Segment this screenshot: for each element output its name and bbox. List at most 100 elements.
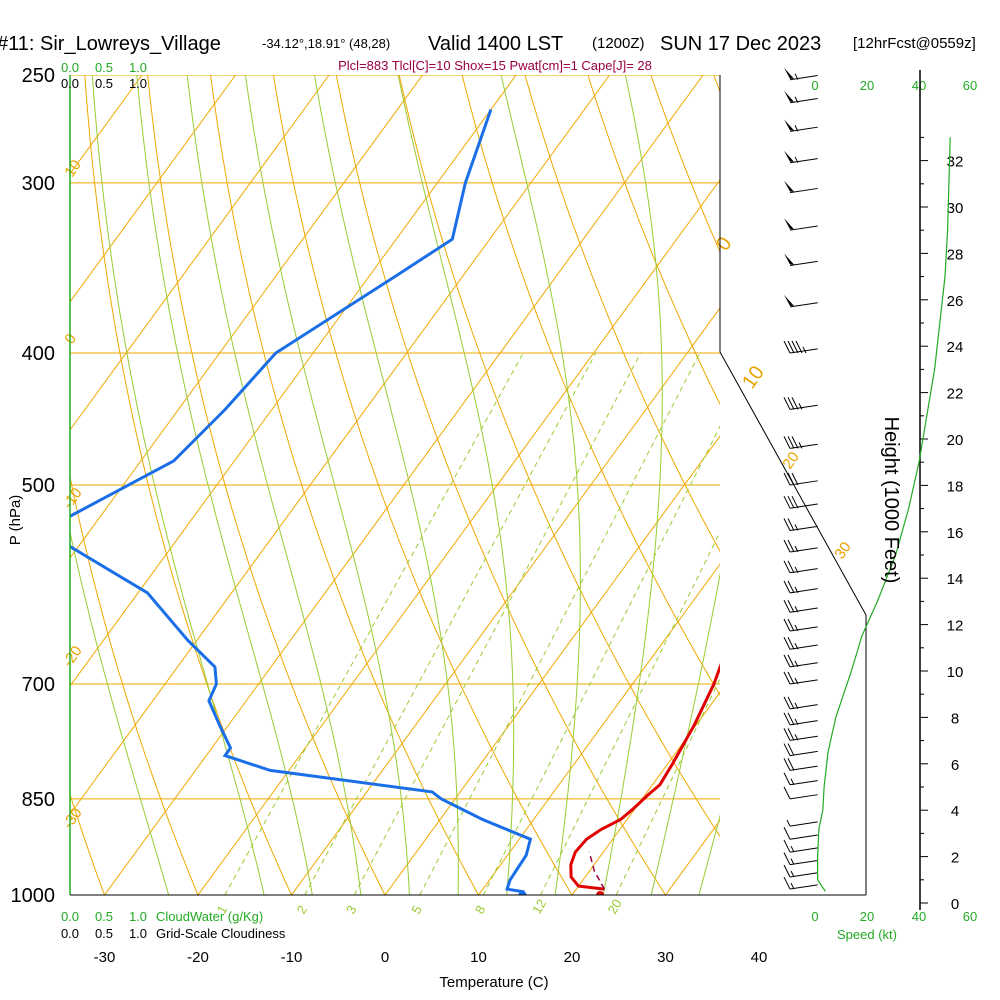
wind-barb-feather: [783, 618, 791, 632]
wind-barb-feather: [787, 743, 795, 756]
cloudwater-top-tick: 1.0: [129, 60, 147, 75]
temperature-tick-label: 20: [564, 949, 581, 966]
wind-barb-half: [798, 442, 803, 449]
mixing-ratio-line: [540, 531, 720, 895]
wind-barb: [783, 472, 818, 486]
wind-barb-feather: [791, 397, 799, 410]
wind-barb-feather: [783, 495, 791, 509]
cloudwater-bottom-tick: 0.0: [61, 909, 79, 924]
wind-barb-staff: [789, 859, 818, 866]
temperature-tick-label: -20: [187, 949, 209, 966]
mixing-ratio-label: 8: [472, 903, 489, 917]
dry-adiabat: [398, 75, 720, 838]
height-tick-label: 32: [947, 154, 964, 171]
mixing-ratio-line: [353, 352, 642, 895]
wind-barb: [783, 397, 818, 410]
wind-barb-half: [794, 702, 799, 710]
wind-barb-feather: [787, 654, 795, 668]
wind-barb-half: [790, 870, 795, 878]
cloudwater-top-tick: 0.5: [95, 60, 113, 75]
wind-barb-feather: [795, 340, 803, 354]
wind-barb-staff: [789, 98, 818, 104]
wind-barb-feather: [783, 758, 791, 771]
dry-adiabat: [147, 75, 386, 895]
wind-barb-half: [794, 125, 799, 132]
wind-barb-pennant: [784, 150, 794, 162]
wind-speed-profile: [816, 137, 951, 892]
speed-top-tick: 20: [860, 78, 874, 93]
cloudiness-bottom-tick: 0.0: [61, 926, 79, 941]
isotherm-line: [291, 307, 720, 895]
grid-clip: [70, 75, 1000, 895]
wind-barb: [783, 864, 818, 878]
moist-adiabat: [650, 572, 720, 895]
isotherm-line: [759, 75, 1000, 895]
isotherm-line: [384, 435, 720, 895]
wind-barb-feather: [787, 472, 795, 486]
wind-barb-feather: [787, 340, 795, 354]
isotherm-line: [478, 563, 720, 895]
wind-barb: [783, 636, 818, 650]
wind-barb-half: [802, 346, 807, 354]
speed-top-tick: 40: [912, 78, 926, 93]
dry-adiabat: [461, 75, 720, 696]
wind-barb-feather: [787, 539, 795, 553]
wind-barb-feather: [783, 712, 791, 726]
wind-barb-staff: [789, 348, 818, 354]
wind-barb-feather: [791, 436, 799, 449]
cloudiness-top-tick: 0.0: [61, 76, 79, 91]
moist-adiabat: [70, 529, 170, 895]
wind-barb-staff: [789, 794, 818, 800]
cloud-envelope-line: [719, 351, 867, 895]
wind-barb: [783, 560, 818, 574]
wind-barb-feather: [783, 786, 791, 800]
speed-title: Speed (kt): [837, 927, 897, 942]
moist-adiabat: [313, 75, 459, 895]
wind-barb-staff: [789, 884, 818, 890]
cloudiness-bottom-tick: 1.0: [129, 926, 147, 941]
wind-barb-feather: [783, 636, 791, 650]
wind-barb: [783, 618, 818, 632]
surface-dewpoint-dot: [518, 891, 527, 895]
wind-barb-half: [786, 819, 791, 827]
speed-bottom-tick: 20: [860, 909, 874, 924]
speed-top-tick: 60: [963, 78, 977, 93]
moist-adiabat: [186, 75, 362, 895]
wind-barb-half: [794, 545, 799, 553]
cloudwater-bottom-tick: 0.5: [95, 909, 113, 924]
mixing-ratio-line: [615, 677, 720, 895]
wind-barb-half: [794, 156, 799, 164]
wind-barb: [784, 218, 818, 231]
dry-adiabat: [84, 75, 293, 895]
wind-barb: [783, 712, 818, 726]
sounding-indices: Plcl=883 Tlcl[C]=10 Shox=15 Pwat[cm]=1 C…: [338, 58, 652, 73]
height-tick-label: 20: [947, 432, 964, 449]
wind-barb-half: [790, 778, 795, 786]
wind-barb-feather: [783, 580, 791, 594]
zulu-time: (1200Z): [592, 35, 645, 52]
isotherm-label: 10: [738, 362, 769, 393]
height-tick-label: 16: [947, 525, 964, 542]
height-panel: 0020204040606002468101214161820222426283…: [811, 70, 977, 924]
wind-barb-staff: [789, 834, 818, 840]
wind-barb-feather: [783, 472, 791, 486]
wind-barb-half: [790, 858, 795, 865]
wind-barb-feather: [783, 839, 791, 853]
wind-barb-half: [794, 677, 799, 685]
height-axis-title: Height (1000 Feet): [880, 417, 902, 584]
wind-barb-feather: [783, 560, 791, 574]
wind-barb-half: [798, 403, 803, 410]
wind-barb-staff: [789, 404, 818, 410]
wind-barb-feather: [783, 864, 791, 878]
wind-barb-feather: [787, 636, 795, 650]
wind-barb-feather: [791, 495, 799, 509]
wind-barb-half: [794, 586, 799, 594]
wind-barb-staff: [789, 547, 818, 553]
wind-barb-half: [794, 624, 799, 632]
cloudwater-bottom-tick: 1.0: [129, 909, 147, 924]
wind-barb-staff: [789, 607, 818, 613]
wind-barb: [784, 253, 818, 267]
wind-barb-staff: [789, 75, 818, 81]
